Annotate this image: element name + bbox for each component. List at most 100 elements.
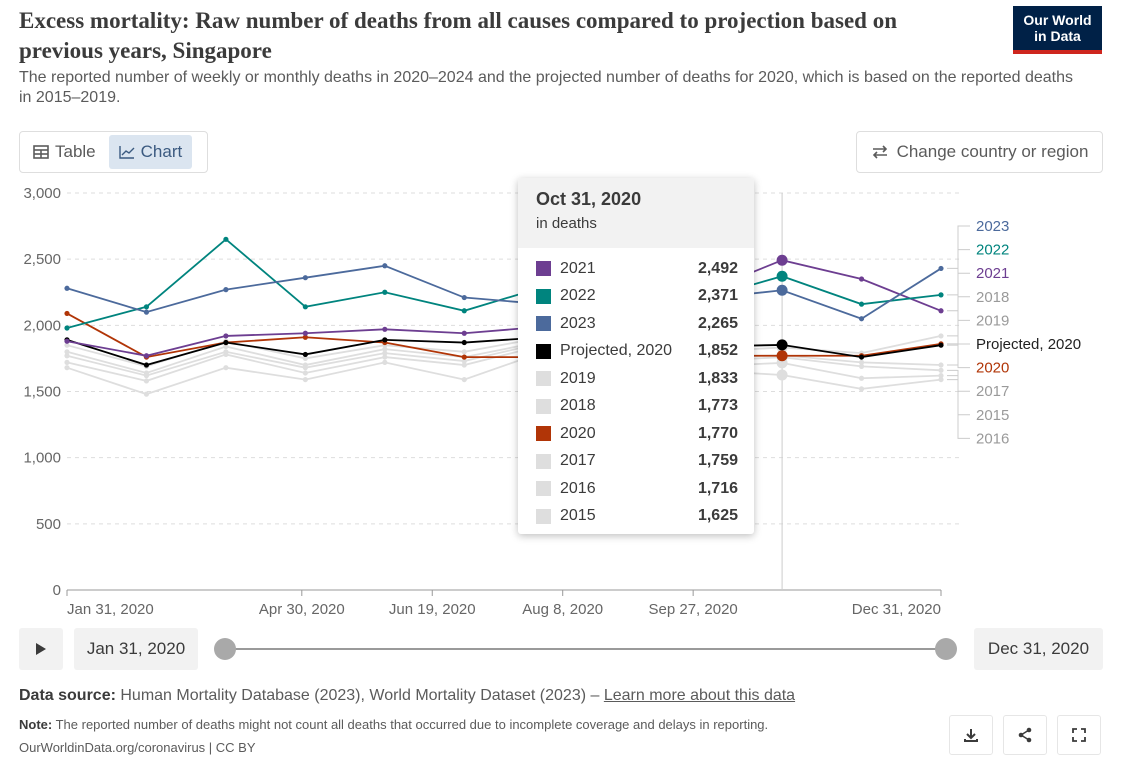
tooltip-swatch	[536, 453, 551, 469]
x-tick-label: Dec 31, 2020	[852, 601, 941, 618]
timeline-end-handle[interactable]	[935, 638, 957, 660]
legend-label: 2017	[976, 383, 1009, 400]
data-point	[382, 359, 388, 365]
share-button[interactable]	[1003, 715, 1047, 755]
data-point	[776, 284, 788, 296]
download-button[interactable]	[949, 715, 993, 755]
timeline-start-date[interactable]: Jan 31, 2020	[74, 628, 198, 670]
data-point	[382, 350, 388, 356]
data-point	[302, 334, 308, 340]
tab-table[interactable]: Table	[23, 135, 106, 169]
data-point	[223, 287, 229, 293]
x-tick-label: Apr 30, 2020	[259, 601, 345, 618]
tooltip-series-name: 2023	[560, 314, 596, 332]
data-point	[858, 354, 865, 360]
tooltip-row: 2022 2,371	[536, 283, 738, 311]
data-point	[938, 292, 944, 298]
data-point	[64, 359, 70, 365]
logo-line-1: Our World	[1023, 12, 1092, 28]
data-point	[382, 337, 388, 343]
note-text: The reported number of deaths might not …	[55, 717, 769, 732]
change-country-button[interactable]: Change country or region	[856, 131, 1103, 173]
learn-more-link[interactable]: Learn more about this data	[603, 687, 796, 704]
tooltip-series-name: 2017	[560, 452, 596, 470]
tooltip-swatch	[536, 288, 551, 304]
tooltip-series-value: 1,773	[697, 397, 738, 415]
tooltip-swatch	[536, 426, 551, 442]
data-point	[938, 333, 944, 339]
data-point	[461, 376, 467, 383]
series-line	[66, 238, 942, 329]
tooltip-series-name: 2021	[560, 259, 596, 277]
tooltip-series-value: 1,770	[697, 424, 738, 442]
data-point	[143, 353, 150, 359]
data-point	[382, 346, 388, 352]
swap-icon	[872, 145, 887, 159]
tooltip-series-name: 2020	[560, 424, 596, 442]
legend-label: 2018	[976, 289, 1009, 306]
data-point	[382, 263, 388, 269]
tooltip-series-value: 1,833	[697, 369, 738, 387]
tooltip-series-name: 2019	[560, 369, 596, 387]
data-point	[143, 309, 150, 315]
series-line	[66, 350, 942, 396]
data-point	[461, 358, 467, 364]
data-point	[461, 349, 467, 355]
data-point	[223, 349, 229, 355]
change-country-label: Change country or region	[896, 142, 1089, 161]
line-chart-icon	[118, 146, 135, 159]
timeline-end-date[interactable]: Dec 31, 2020	[974, 628, 1103, 670]
tooltip-series-value: 2,492	[697, 259, 738, 277]
logo-line-2: in Data	[1034, 28, 1081, 44]
tab-chart[interactable]: Chart	[108, 135, 193, 169]
x-tick-label: Jan 31, 2020	[67, 601, 154, 618]
tooltip-row: Projected, 2020 1,852	[536, 338, 738, 366]
legend-label: 2021	[976, 265, 1009, 282]
legend-connector	[947, 343, 970, 369]
tooltip-swatch	[536, 481, 551, 497]
owid-logo[interactable]: Our World in Data	[1013, 6, 1102, 54]
legend-label: 2020	[976, 360, 1009, 377]
y-tick-label: 0	[53, 582, 61, 599]
data-point	[938, 308, 944, 314]
timeline-start-handle[interactable]	[214, 638, 236, 660]
tooltip-row: 2020 1,770	[536, 420, 738, 448]
tooltip-swatch	[536, 508, 551, 524]
fullscreen-button[interactable]	[1057, 715, 1101, 755]
series-line	[66, 341, 942, 377]
data-point	[461, 308, 467, 314]
tooltip-series-value: 1,625	[697, 507, 738, 525]
data-point	[64, 342, 70, 348]
data-point	[143, 304, 150, 310]
legend-label: 2023	[976, 218, 1009, 235]
timeline-track[interactable]	[225, 648, 947, 650]
tooltip-row: 2018 1,773	[536, 393, 738, 421]
x-tick-label: Sep 27, 2020	[649, 601, 738, 618]
tooltip-series-name: Projected, 2020	[560, 342, 673, 360]
y-tick-label: 2,500	[23, 251, 61, 268]
legend-connector	[947, 249, 970, 296]
legend-connector	[947, 272, 970, 312]
tab-table-label: Table	[55, 142, 96, 161]
series-line	[66, 312, 942, 359]
data-point	[302, 351, 308, 358]
play-button[interactable]	[19, 628, 63, 670]
license-url[interactable]: OurWorldinData.org/coronavirus | CC BY	[19, 740, 256, 755]
fullscreen-icon	[1072, 728, 1086, 742]
view-tabs: Table Chart	[19, 131, 208, 173]
chart-tooltip: Oct 31, 2020 in deaths 2021 2,492 2022 2,37…	[518, 178, 754, 534]
tooltip-series-value: 1,759	[697, 452, 738, 470]
data-point	[382, 326, 388, 332]
tooltip-series-name: 2016	[560, 479, 596, 497]
data-point	[302, 304, 308, 310]
tooltip-row: 2019 1,833	[536, 365, 738, 393]
tooltip-series-value: 1,716	[697, 479, 738, 497]
download-icon	[964, 729, 978, 742]
data-point	[302, 362, 308, 368]
y-tick-label: 2,000	[23, 317, 61, 334]
note-label: Note:	[19, 717, 53, 732]
tooltip-header: Oct 31, 2020 in deaths	[518, 178, 754, 248]
tooltip-date: Oct 31, 2020	[536, 189, 642, 209]
data-point	[223, 339, 229, 346]
tooltip-swatch	[536, 371, 551, 387]
